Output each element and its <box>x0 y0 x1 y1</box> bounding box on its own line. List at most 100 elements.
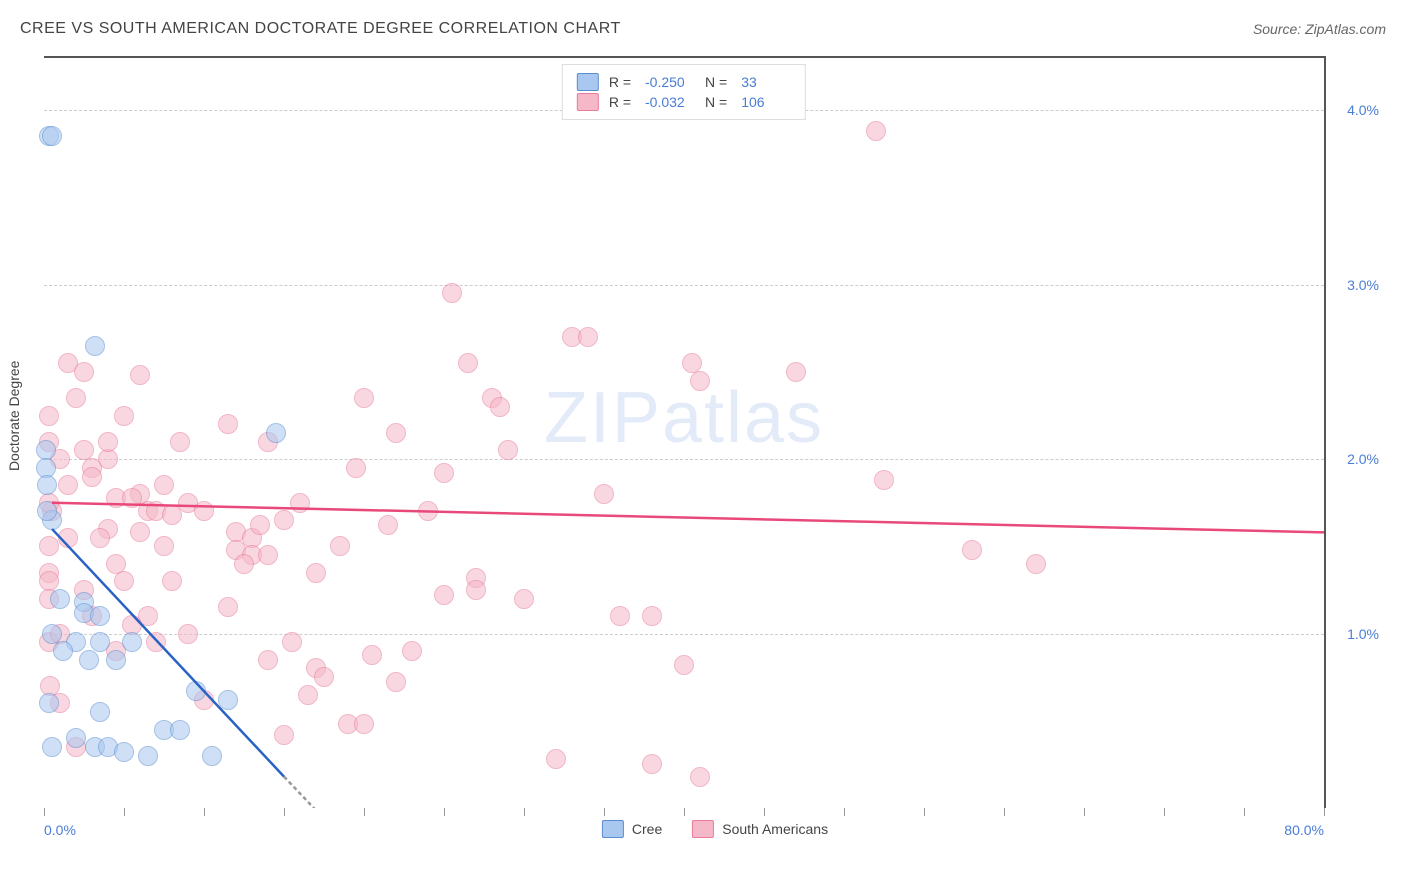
data-point-cree <box>138 746 158 766</box>
data-point-cree <box>266 423 286 443</box>
data-point-south_americans <box>330 536 350 556</box>
data-point-south_americans <box>74 440 94 460</box>
data-point-south_americans <box>162 571 182 591</box>
x-tick <box>124 808 125 816</box>
data-point-south_americans <box>642 754 662 774</box>
data-point-south_americans <box>354 714 374 734</box>
grid-line <box>44 285 1324 286</box>
n-label: N = <box>705 94 727 110</box>
data-point-south_americans <box>362 645 382 665</box>
data-point-south_americans <box>98 432 118 452</box>
data-point-south_americans <box>154 475 174 495</box>
x-tick <box>284 808 285 816</box>
data-point-south_americans <box>178 624 198 644</box>
data-point-south_americans <box>162 505 182 525</box>
data-point-cree <box>90 632 110 652</box>
y-tick-label: 3.0% <box>1347 277 1379 293</box>
data-point-south_americans <box>458 353 478 373</box>
data-point-south_americans <box>434 585 454 605</box>
data-point-south_americans <box>418 501 438 521</box>
data-point-south_americans <box>274 725 294 745</box>
data-point-cree <box>53 641 73 661</box>
plot-area: R = -0.250 N = 33 R = -0.032 N = 106 ZIP… <box>44 56 1326 808</box>
data-point-south_americans <box>690 371 710 391</box>
x-tick <box>444 808 445 816</box>
legend-swatch-sa <box>692 820 714 838</box>
data-point-south_americans <box>546 749 566 769</box>
data-point-cree <box>186 681 206 701</box>
r-label: R = <box>609 94 631 110</box>
data-point-south_americans <box>154 536 174 556</box>
x-tick <box>1324 808 1325 816</box>
data-point-south_americans <box>386 672 406 692</box>
data-point-south_americans <box>306 563 326 583</box>
data-point-south_americans <box>66 388 86 408</box>
x-tick <box>1244 808 1245 816</box>
x-tick <box>1084 808 1085 816</box>
data-point-south_americans <box>354 388 374 408</box>
data-point-cree <box>114 742 134 762</box>
y-tick-label: 4.0% <box>1347 102 1379 118</box>
x-tick-label: 0.0% <box>44 822 76 838</box>
data-point-cree <box>39 693 59 713</box>
data-point-south_americans <box>194 501 214 521</box>
data-point-south_americans <box>146 632 166 652</box>
data-point-cree <box>42 737 62 757</box>
data-point-south_americans <box>386 423 406 443</box>
n-value-sa: 106 <box>741 94 791 110</box>
data-point-south_americans <box>786 362 806 382</box>
data-point-south_americans <box>282 632 302 652</box>
data-point-south_americans <box>434 463 454 483</box>
data-point-cree <box>90 606 110 626</box>
data-point-south_americans <box>234 554 254 574</box>
data-point-cree <box>202 746 222 766</box>
data-point-cree <box>79 650 99 670</box>
r-value-cree: -0.250 <box>645 74 695 90</box>
source-label: Source: ZipAtlas.com <box>1253 21 1386 37</box>
data-point-south_americans <box>962 540 982 560</box>
x-tick <box>1004 808 1005 816</box>
data-point-south_americans <box>298 685 318 705</box>
x-tick <box>924 808 925 816</box>
legend-swatch-sa <box>577 93 599 111</box>
data-point-cree <box>85 336 105 356</box>
data-point-south_americans <box>274 510 294 530</box>
data-point-south_americans <box>90 528 110 548</box>
legend-label-sa: South Americans <box>722 821 828 837</box>
n-label: N = <box>705 74 727 90</box>
data-point-south_americans <box>82 467 102 487</box>
data-point-south_americans <box>290 493 310 513</box>
data-point-south_americans <box>1026 554 1046 574</box>
x-tick <box>844 808 845 816</box>
legend-item-cree: Cree <box>602 820 662 838</box>
data-point-south_americans <box>346 458 366 478</box>
x-tick <box>364 808 365 816</box>
x-tick-label: 80.0% <box>1284 822 1324 838</box>
x-tick <box>764 808 765 816</box>
data-point-cree <box>37 475 57 495</box>
data-point-south_americans <box>58 528 78 548</box>
data-point-south_americans <box>378 515 398 535</box>
data-point-south_americans <box>490 397 510 417</box>
data-point-south_americans <box>114 406 134 426</box>
watermark: ZIPatlas <box>544 377 824 459</box>
data-point-south_americans <box>130 365 150 385</box>
data-point-cree <box>42 126 62 146</box>
data-point-south_americans <box>114 571 134 591</box>
data-point-south_americans <box>642 606 662 626</box>
data-point-south_americans <box>610 606 630 626</box>
data-point-south_americans <box>498 440 518 460</box>
chart-title: CREE VS SOUTH AMERICAN DOCTORATE DEGREE … <box>20 20 621 38</box>
data-point-south_americans <box>170 432 190 452</box>
legend-row-sa: R = -0.032 N = 106 <box>577 93 791 111</box>
correlation-legend: R = -0.250 N = 33 R = -0.032 N = 106 <box>562 64 806 120</box>
x-tick <box>524 808 525 816</box>
data-point-south_americans <box>58 475 78 495</box>
data-point-south_americans <box>74 362 94 382</box>
data-point-south_americans <box>578 327 598 347</box>
data-point-south_americans <box>250 515 270 535</box>
x-tick <box>44 808 45 816</box>
data-point-south_americans <box>866 121 886 141</box>
data-point-cree <box>122 632 142 652</box>
data-point-south_americans <box>39 536 59 556</box>
